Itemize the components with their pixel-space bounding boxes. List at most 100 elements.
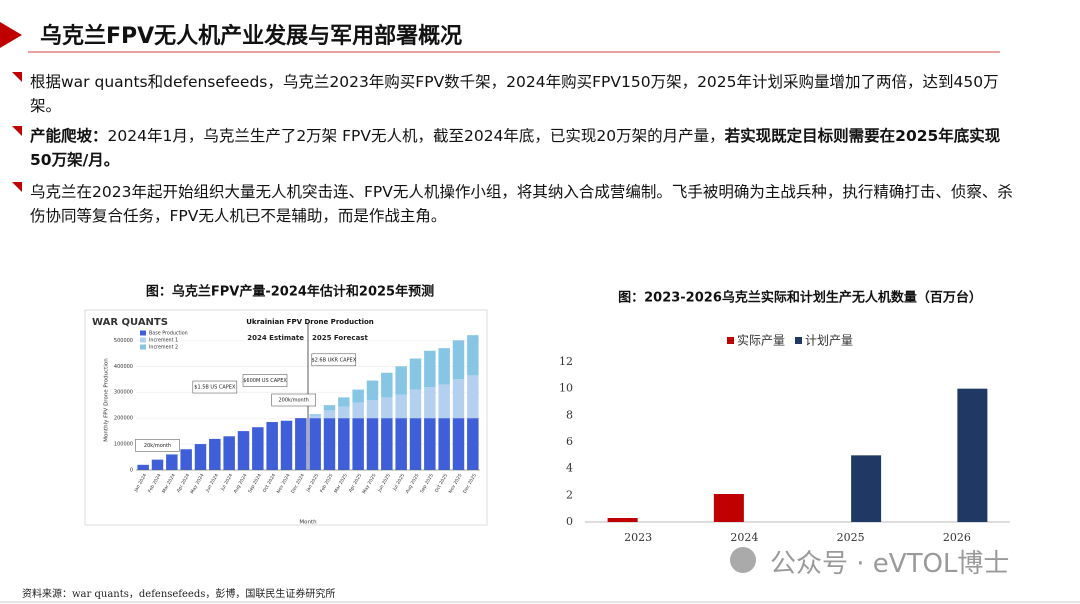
bar-segment bbox=[452, 340, 465, 380]
annotation-box bbox=[242, 374, 288, 387]
bar-segment bbox=[266, 422, 278, 470]
bar-segment bbox=[467, 375, 479, 419]
bar-segment bbox=[424, 418, 436, 470]
figure-caption: 图：2023-2026乌克兰实际和计划生产无人机数量（百万台） bbox=[618, 290, 982, 306]
bar-segment bbox=[409, 389, 422, 419]
bar-segment bbox=[280, 420, 293, 470]
bar-segment bbox=[352, 418, 364, 470]
bar-segment bbox=[338, 397, 350, 407]
bar bbox=[851, 455, 882, 522]
bar-segment bbox=[395, 418, 407, 470]
annotation-box bbox=[192, 380, 238, 394]
legend-swatch bbox=[140, 344, 146, 350]
source-note: 资料来源：war quants，defensefeeds，彭博，国联民生证券研究… bbox=[22, 589, 336, 600]
y-tick-label: 2 bbox=[566, 488, 573, 501]
bar-segment bbox=[323, 418, 336, 470]
legend-label: Increment 2 bbox=[149, 345, 178, 351]
bullet-text: 产能爬坡： bbox=[30, 127, 108, 145]
x-tick-label: 2026 bbox=[943, 531, 971, 544]
annotation-box bbox=[271, 393, 316, 407]
y-tick-label: 10 bbox=[559, 382, 573, 395]
bar bbox=[957, 388, 988, 522]
y-tick-label: 4 bbox=[566, 462, 573, 475]
legend-swatch bbox=[727, 337, 734, 344]
bar-segment bbox=[352, 389, 364, 403]
bar-segment bbox=[137, 464, 149, 470]
y-tick-label: 0 bbox=[566, 515, 573, 528]
bar-segment bbox=[381, 372, 393, 398]
y-axis-label: Monthly FPV Drone Production bbox=[104, 358, 110, 442]
bar-segment bbox=[237, 431, 250, 470]
chart: 图：2023-2026乌克兰实际和计划生产无人机数量（百万台） 0 2 4 6 8 10 12… bbox=[559, 290, 1010, 544]
legend-label: Increment 1 bbox=[149, 338, 178, 344]
header-marker bbox=[0, 22, 22, 48]
chart: 图：乌克兰FPV产量-2024年估计和2025年预测 WAR QUANTS Ukra… bbox=[84, 284, 488, 526]
bar-segment bbox=[381, 418, 393, 470]
legend-swatch bbox=[795, 337, 802, 344]
bar-segment bbox=[438, 384, 450, 419]
bullet-marker bbox=[12, 182, 22, 192]
wechat-icon bbox=[730, 547, 756, 573]
legend-label: Base Production bbox=[149, 331, 188, 337]
bar-segment bbox=[366, 418, 379, 470]
bar-segment bbox=[180, 449, 192, 470]
figure-caption: 图：乌克兰FPV产量-2024年估计和2025年预测 bbox=[146, 284, 434, 300]
brand: WAR QUANTS bbox=[92, 317, 168, 328]
bar-segment bbox=[409, 358, 422, 390]
bullet-text: 2024年1月，乌克兰生产了2万架 FPV无人机，截至2024年底，已实现20万… bbox=[107, 127, 725, 145]
bar-segment bbox=[223, 436, 235, 470]
bar-segment bbox=[409, 418, 422, 470]
bullet-text: 乌克兰在2023年起开始组织大量无人机突击连、FPV无人机操作小组，将其纳入合成… bbox=[30, 183, 1013, 225]
bar-segment bbox=[395, 394, 407, 419]
y-tick-label: 200000 bbox=[114, 416, 133, 422]
x-tick-label: 2023 bbox=[624, 531, 652, 544]
bar-segment bbox=[366, 380, 379, 400]
legend-swatch bbox=[140, 337, 146, 343]
annotation: $600M US CAPEX bbox=[243, 378, 287, 384]
annotation: 20k/month bbox=[144, 443, 171, 449]
bar bbox=[713, 494, 744, 522]
y-tick-label: 100000 bbox=[114, 442, 133, 448]
x-axis-label: Month bbox=[299, 520, 317, 526]
bar bbox=[607, 518, 638, 522]
legend-label: 计划产量 bbox=[805, 334, 853, 348]
bar-segment bbox=[424, 387, 436, 419]
bullet-text: 若实现既定目标则需要在2025年底实现50万架/月。 bbox=[30, 127, 1001, 169]
y-tick-label: 6 bbox=[566, 435, 573, 448]
bar-segment bbox=[338, 418, 350, 470]
x-tick-label: 2024 bbox=[730, 531, 758, 544]
bar-segment bbox=[309, 418, 321, 470]
bullet-marker bbox=[12, 72, 22, 82]
bar-segment bbox=[323, 405, 336, 411]
x-tick-label: 2025 bbox=[837, 531, 865, 544]
annotation: 200k/month bbox=[278, 398, 308, 404]
bullet-marker bbox=[12, 126, 22, 136]
watermark: 公众号 · eVTOL博士 bbox=[770, 549, 1010, 579]
bar-segment bbox=[452, 418, 465, 470]
bar-segment bbox=[395, 366, 407, 395]
bullet-text: 根据war quants和defensefeeds，乌克兰2023年购买FPV数… bbox=[30, 73, 999, 115]
y-tick-label: 12 bbox=[559, 355, 573, 368]
bar-segment bbox=[309, 415, 321, 419]
bar-segment bbox=[295, 418, 307, 470]
bar-segment bbox=[438, 348, 450, 385]
bar-segment bbox=[352, 402, 364, 419]
bar-segment bbox=[209, 438, 221, 470]
annotation-box bbox=[135, 439, 180, 452]
bullet: 乌克兰在2023年起开始组织大量无人机突击连、FPV无人机操作小组，将其纳入合成… bbox=[30, 180, 1020, 228]
y-tick-label: 500000 bbox=[114, 338, 133, 344]
annotation-box bbox=[311, 353, 357, 367]
y-tick-label: 0 bbox=[130, 468, 133, 474]
y-tick-label: 300000 bbox=[114, 390, 133, 396]
bar-segment bbox=[151, 459, 164, 470]
bullet: 产能爬坡：2024年1月，乌克兰生产了2万架 FPV无人机，截至2024年底，已… bbox=[30, 124, 1020, 172]
bar-segment bbox=[338, 406, 350, 419]
legend-label: 实际产量 bbox=[737, 333, 785, 348]
chart-title: Ukrainian FPV Drone Production bbox=[246, 318, 374, 326]
bar-segment bbox=[309, 414, 321, 416]
bar-segment bbox=[381, 397, 393, 419]
annotation: $2.6B UKR CAPEX bbox=[311, 357, 356, 363]
bar-segment bbox=[438, 418, 450, 470]
